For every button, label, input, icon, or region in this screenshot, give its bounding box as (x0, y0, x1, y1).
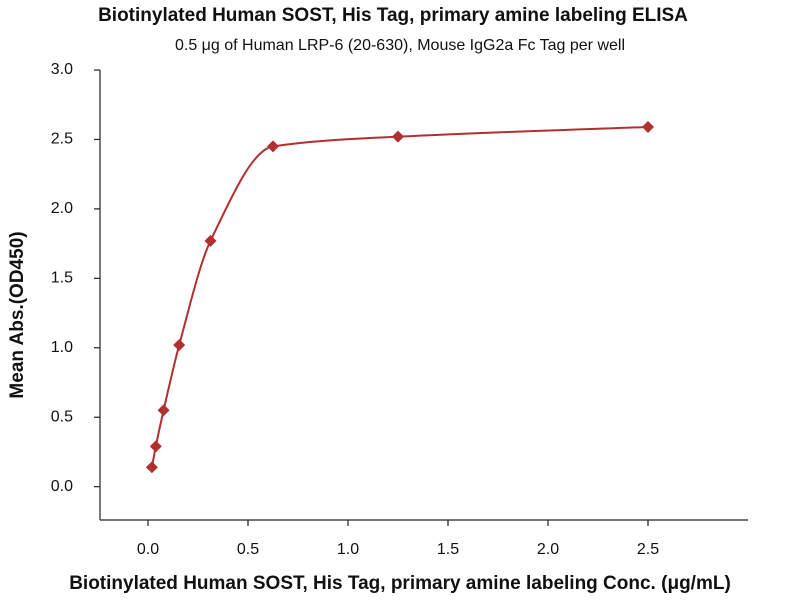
fit-curve (150, 125, 649, 468)
x-tick-label: 1.5 (437, 541, 459, 558)
chart-title: Biotinylated Human SOST, His Tag, primar… (98, 5, 688, 26)
data-point (157, 404, 170, 417)
data-point (392, 130, 404, 143)
data-point (149, 440, 162, 453)
y-tick-label: 3.0 (51, 61, 73, 78)
y-tick-label: 1.0 (51, 339, 73, 356)
y-tick-label: 2.0 (51, 200, 73, 217)
y-tick-label: 1.5 (51, 270, 73, 287)
data-point (173, 339, 186, 351)
data-point (642, 120, 654, 133)
x-tick-label: 1.0 (337, 541, 359, 558)
y-axis-label: Mean Abs.(OD450) (7, 231, 28, 398)
x-tick-label: 0.5 (237, 541, 259, 558)
x-tick-label: 2.5 (637, 541, 659, 558)
y-tick-label: 0.5 (51, 408, 73, 425)
x-tick-label: 2.0 (537, 541, 559, 558)
y-tick-label: 0.0 (51, 478, 73, 495)
chart-subtitle: 0.5 μg of Human LRP-6 (20-630), Mouse Ig… (175, 37, 625, 54)
x-tick-label: 0.0 (137, 541, 159, 558)
data-point (204, 234, 217, 247)
data-point (145, 461, 158, 474)
y-tick-label: 2.5 (51, 131, 73, 148)
data-point (267, 140, 279, 153)
x-axis-label: Biotinylated Human SOST, His Tag, primar… (69, 573, 731, 594)
